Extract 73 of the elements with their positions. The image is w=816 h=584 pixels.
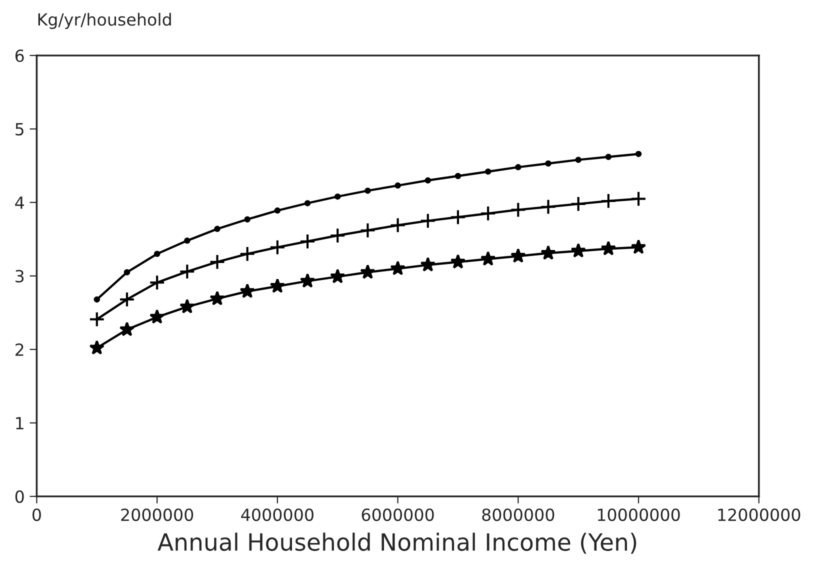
point xyxy=(300,233,316,250)
point xyxy=(184,238,190,244)
y-tick-label: 1 xyxy=(16,417,24,430)
point xyxy=(274,207,281,214)
point xyxy=(424,177,432,184)
point xyxy=(420,212,436,229)
point xyxy=(210,290,225,306)
y-tick-label: 4 xyxy=(15,196,24,209)
point xyxy=(300,273,316,288)
point xyxy=(360,222,376,238)
point xyxy=(540,245,556,260)
x-tick-label: 6000000 xyxy=(362,508,434,522)
point xyxy=(214,226,220,232)
point xyxy=(240,283,255,298)
x-tick-label: 4000000 xyxy=(241,508,314,522)
x-axis-title: Annual Household Nominal Income (Yen) xyxy=(158,532,636,554)
point xyxy=(570,196,586,212)
y-axis-title: Kg/yr/household xyxy=(38,12,171,30)
point xyxy=(94,296,100,303)
point xyxy=(600,240,616,256)
point xyxy=(119,291,135,308)
point xyxy=(515,164,522,170)
x-tick-label: 0 xyxy=(32,508,41,522)
point xyxy=(330,228,346,244)
point xyxy=(480,251,496,266)
x-tick-label: 8000000 xyxy=(482,508,554,522)
y-tick-label: 5 xyxy=(16,123,24,136)
point xyxy=(334,193,341,200)
point xyxy=(180,298,195,314)
point xyxy=(605,154,612,160)
point xyxy=(575,156,582,163)
point xyxy=(154,250,160,258)
point xyxy=(330,268,346,284)
y-tick-label: 0 xyxy=(15,490,24,503)
point xyxy=(88,311,105,328)
point xyxy=(124,269,130,276)
point xyxy=(630,190,647,207)
point xyxy=(149,274,166,291)
point xyxy=(244,216,250,222)
x-tick-label: 12000000 xyxy=(718,508,800,522)
point xyxy=(304,200,311,206)
point xyxy=(420,256,436,272)
point xyxy=(545,160,552,167)
point xyxy=(454,172,462,180)
point xyxy=(209,254,226,270)
point xyxy=(510,248,526,263)
point xyxy=(635,150,642,158)
x-tick-label: 2000000 xyxy=(121,508,194,522)
point xyxy=(239,246,256,262)
point xyxy=(119,322,135,336)
x-tick-label: 10000000 xyxy=(598,508,680,522)
point xyxy=(394,182,401,189)
point xyxy=(480,205,496,222)
point xyxy=(89,340,105,355)
point xyxy=(269,239,286,256)
y-tick-label: 3 xyxy=(16,270,24,283)
y-tick-label: 2 xyxy=(16,343,24,356)
point xyxy=(570,242,586,258)
point xyxy=(540,198,556,215)
point xyxy=(364,188,371,194)
point xyxy=(484,168,492,175)
point xyxy=(270,278,286,293)
point xyxy=(390,217,406,234)
point xyxy=(390,260,406,276)
point xyxy=(450,254,466,269)
point xyxy=(630,239,646,254)
point xyxy=(179,264,196,280)
point xyxy=(360,264,376,279)
point xyxy=(149,309,165,324)
point xyxy=(450,209,466,226)
y-tick-label: 6 xyxy=(15,49,24,62)
point xyxy=(600,192,616,209)
point xyxy=(510,202,526,218)
